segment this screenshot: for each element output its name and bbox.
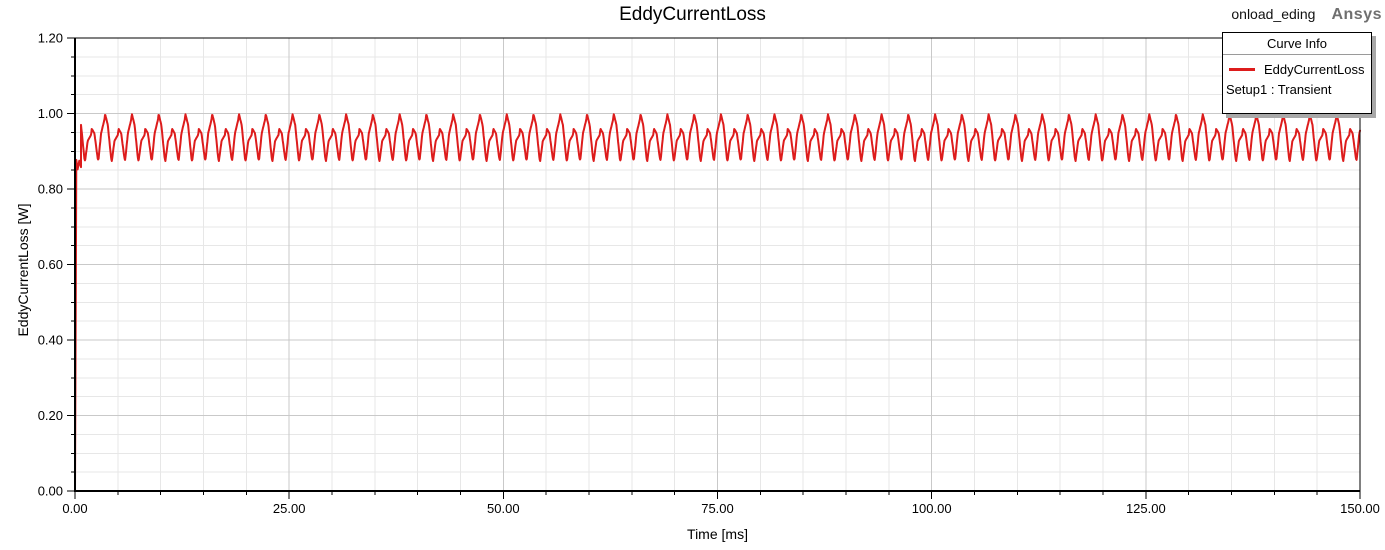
series-color-swatch bbox=[1229, 68, 1255, 71]
ansys-logo: Ansys bbox=[1331, 6, 1382, 23]
x-tick-label: 25.00 bbox=[273, 501, 306, 516]
x-tick-label: 125.00 bbox=[1126, 501, 1166, 516]
y-tick-label: 0.80 bbox=[38, 182, 63, 197]
x-tick-label: 150.00 bbox=[1340, 501, 1380, 516]
series-setup-label: Setup1 : Transient bbox=[1226, 82, 1332, 97]
y-tick-label: 0.00 bbox=[38, 484, 63, 499]
header-right: onload_eding Ansys bbox=[1231, 6, 1382, 24]
y-axis-title: EddyCurrentLoss [W] bbox=[15, 203, 31, 337]
x-tick-label: 100.00 bbox=[912, 501, 952, 516]
eddycurrentloss-curve[interactable] bbox=[74, 113, 1361, 492]
legend-title: Curve Info bbox=[1223, 33, 1371, 55]
design-name-label: onload_eding bbox=[1231, 6, 1316, 22]
series-label: EddyCurrentLoss bbox=[1264, 62, 1365, 77]
x-tick-label: 0.00 bbox=[62, 501, 87, 516]
x-axis-title: Time [ms] bbox=[687, 526, 748, 542]
y-tick-label: 0.60 bbox=[38, 257, 63, 272]
y-tick-label: 1.20 bbox=[38, 31, 63, 46]
y-tick-label: 0.20 bbox=[38, 408, 63, 423]
y-tick-label: 0.40 bbox=[38, 333, 63, 348]
chart-title: EddyCurrentLoss bbox=[619, 4, 766, 25]
y-tick-label: 1.00 bbox=[38, 106, 63, 121]
legend-entry[interactable]: EddyCurrentLoss bbox=[1223, 55, 1371, 79]
curve-info-legend[interactable]: Curve Info EddyCurrentLoss Setup1 : Tran… bbox=[1222, 32, 1372, 114]
x-tick-label: 50.00 bbox=[487, 501, 520, 516]
x-tick-label: 75.00 bbox=[701, 501, 734, 516]
